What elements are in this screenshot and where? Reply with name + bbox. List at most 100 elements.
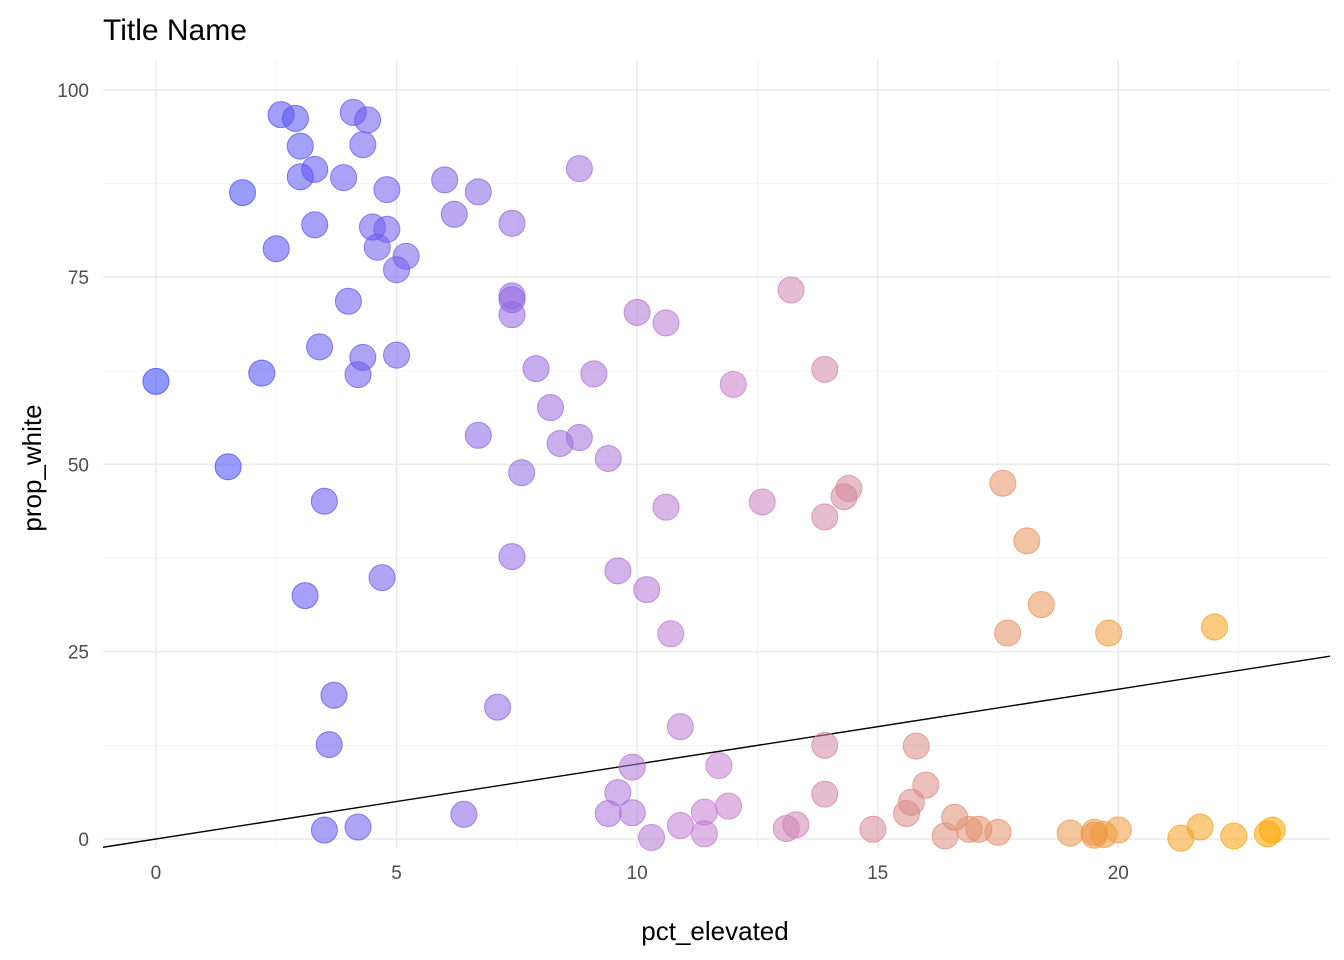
data-point	[715, 792, 743, 820]
data-point	[373, 215, 401, 243]
data-point	[777, 276, 805, 304]
y-tick-label: 75	[68, 268, 89, 289]
data-point	[565, 155, 593, 183]
data-point	[1027, 591, 1055, 619]
reference-line-group	[102, 655, 1331, 848]
y-tick-label: 50	[68, 455, 89, 476]
data-point	[464, 421, 492, 449]
data-point	[522, 355, 550, 383]
data-point	[1186, 813, 1214, 841]
data-point	[301, 155, 329, 183]
data-point	[748, 488, 776, 516]
data-point	[248, 359, 276, 387]
data-point	[618, 753, 646, 781]
data-point	[431, 166, 459, 194]
data-point	[373, 176, 401, 204]
y-tick-label: 100	[57, 81, 89, 102]
data-point	[281, 104, 309, 132]
data-point	[440, 200, 468, 228]
data-points	[142, 98, 1286, 852]
data-point	[349, 343, 377, 371]
data-point	[652, 309, 680, 337]
data-point	[484, 693, 512, 721]
data-point	[310, 816, 338, 844]
y-tick-label: 0	[78, 830, 89, 851]
x-tick-label: 10	[627, 863, 648, 884]
reference-line	[102, 655, 1331, 848]
data-point	[623, 298, 651, 326]
data-point	[301, 211, 329, 239]
data-point	[229, 179, 257, 207]
data-point	[392, 242, 420, 270]
data-point	[859, 815, 887, 843]
data-point	[633, 576, 661, 604]
data-point	[580, 360, 608, 388]
data-point	[1201, 613, 1229, 641]
data-point	[989, 469, 1017, 497]
data-point	[344, 813, 372, 841]
data-point	[330, 164, 358, 192]
data-point	[657, 620, 685, 648]
data-point	[912, 771, 940, 799]
data-point	[652, 493, 680, 521]
data-point	[1258, 816, 1286, 844]
x-tick-label: 0	[151, 863, 162, 884]
chart-title: Title Name	[103, 14, 247, 47]
data-point	[1095, 619, 1123, 647]
data-point	[811, 731, 839, 759]
data-point	[1056, 819, 1084, 847]
data-point	[498, 286, 526, 314]
data-point	[291, 582, 319, 610]
data-point	[464, 178, 492, 206]
x-tick-label: 5	[391, 863, 402, 884]
data-point	[594, 444, 622, 472]
data-point	[811, 780, 839, 808]
data-point	[142, 367, 170, 395]
data-point	[690, 798, 718, 826]
data-point	[320, 681, 348, 709]
y-axis-title: prop_white	[17, 404, 47, 531]
axis-ticks: 0 5 10 15 20 0 25 50 75 100	[57, 81, 1129, 884]
x-tick-label: 15	[867, 863, 888, 884]
data-point	[994, 619, 1022, 647]
data-point	[383, 341, 411, 369]
data-point	[214, 453, 242, 481]
data-point	[310, 487, 338, 515]
y-tick-label: 25	[68, 643, 89, 664]
data-point	[354, 106, 382, 134]
data-point	[811, 503, 839, 531]
data-point	[984, 818, 1012, 846]
data-point	[902, 732, 930, 760]
data-point	[782, 811, 810, 839]
data-point	[811, 355, 839, 383]
data-point	[666, 812, 694, 840]
data-point	[835, 474, 863, 502]
data-point	[719, 370, 747, 398]
data-point	[604, 557, 632, 585]
data-point	[536, 394, 564, 422]
x-tick-label: 20	[1108, 863, 1129, 884]
data-point	[618, 799, 646, 827]
data-point	[498, 209, 526, 237]
data-point	[1220, 822, 1248, 850]
data-point	[565, 424, 593, 452]
data-point	[368, 564, 396, 592]
data-point	[262, 235, 290, 263]
data-point	[349, 131, 377, 159]
data-point	[306, 333, 334, 361]
data-point	[1013, 527, 1041, 555]
data-point	[286, 132, 314, 160]
data-point	[604, 779, 632, 807]
data-point	[705, 752, 733, 780]
data-point	[334, 287, 362, 315]
data-point	[498, 543, 526, 571]
data-point	[666, 713, 694, 741]
data-point	[450, 800, 478, 828]
data-point	[1104, 816, 1132, 844]
data-point	[315, 731, 343, 759]
x-axis-title: pct_elevated	[641, 916, 788, 946]
data-point	[508, 459, 536, 487]
data-point	[638, 824, 666, 852]
